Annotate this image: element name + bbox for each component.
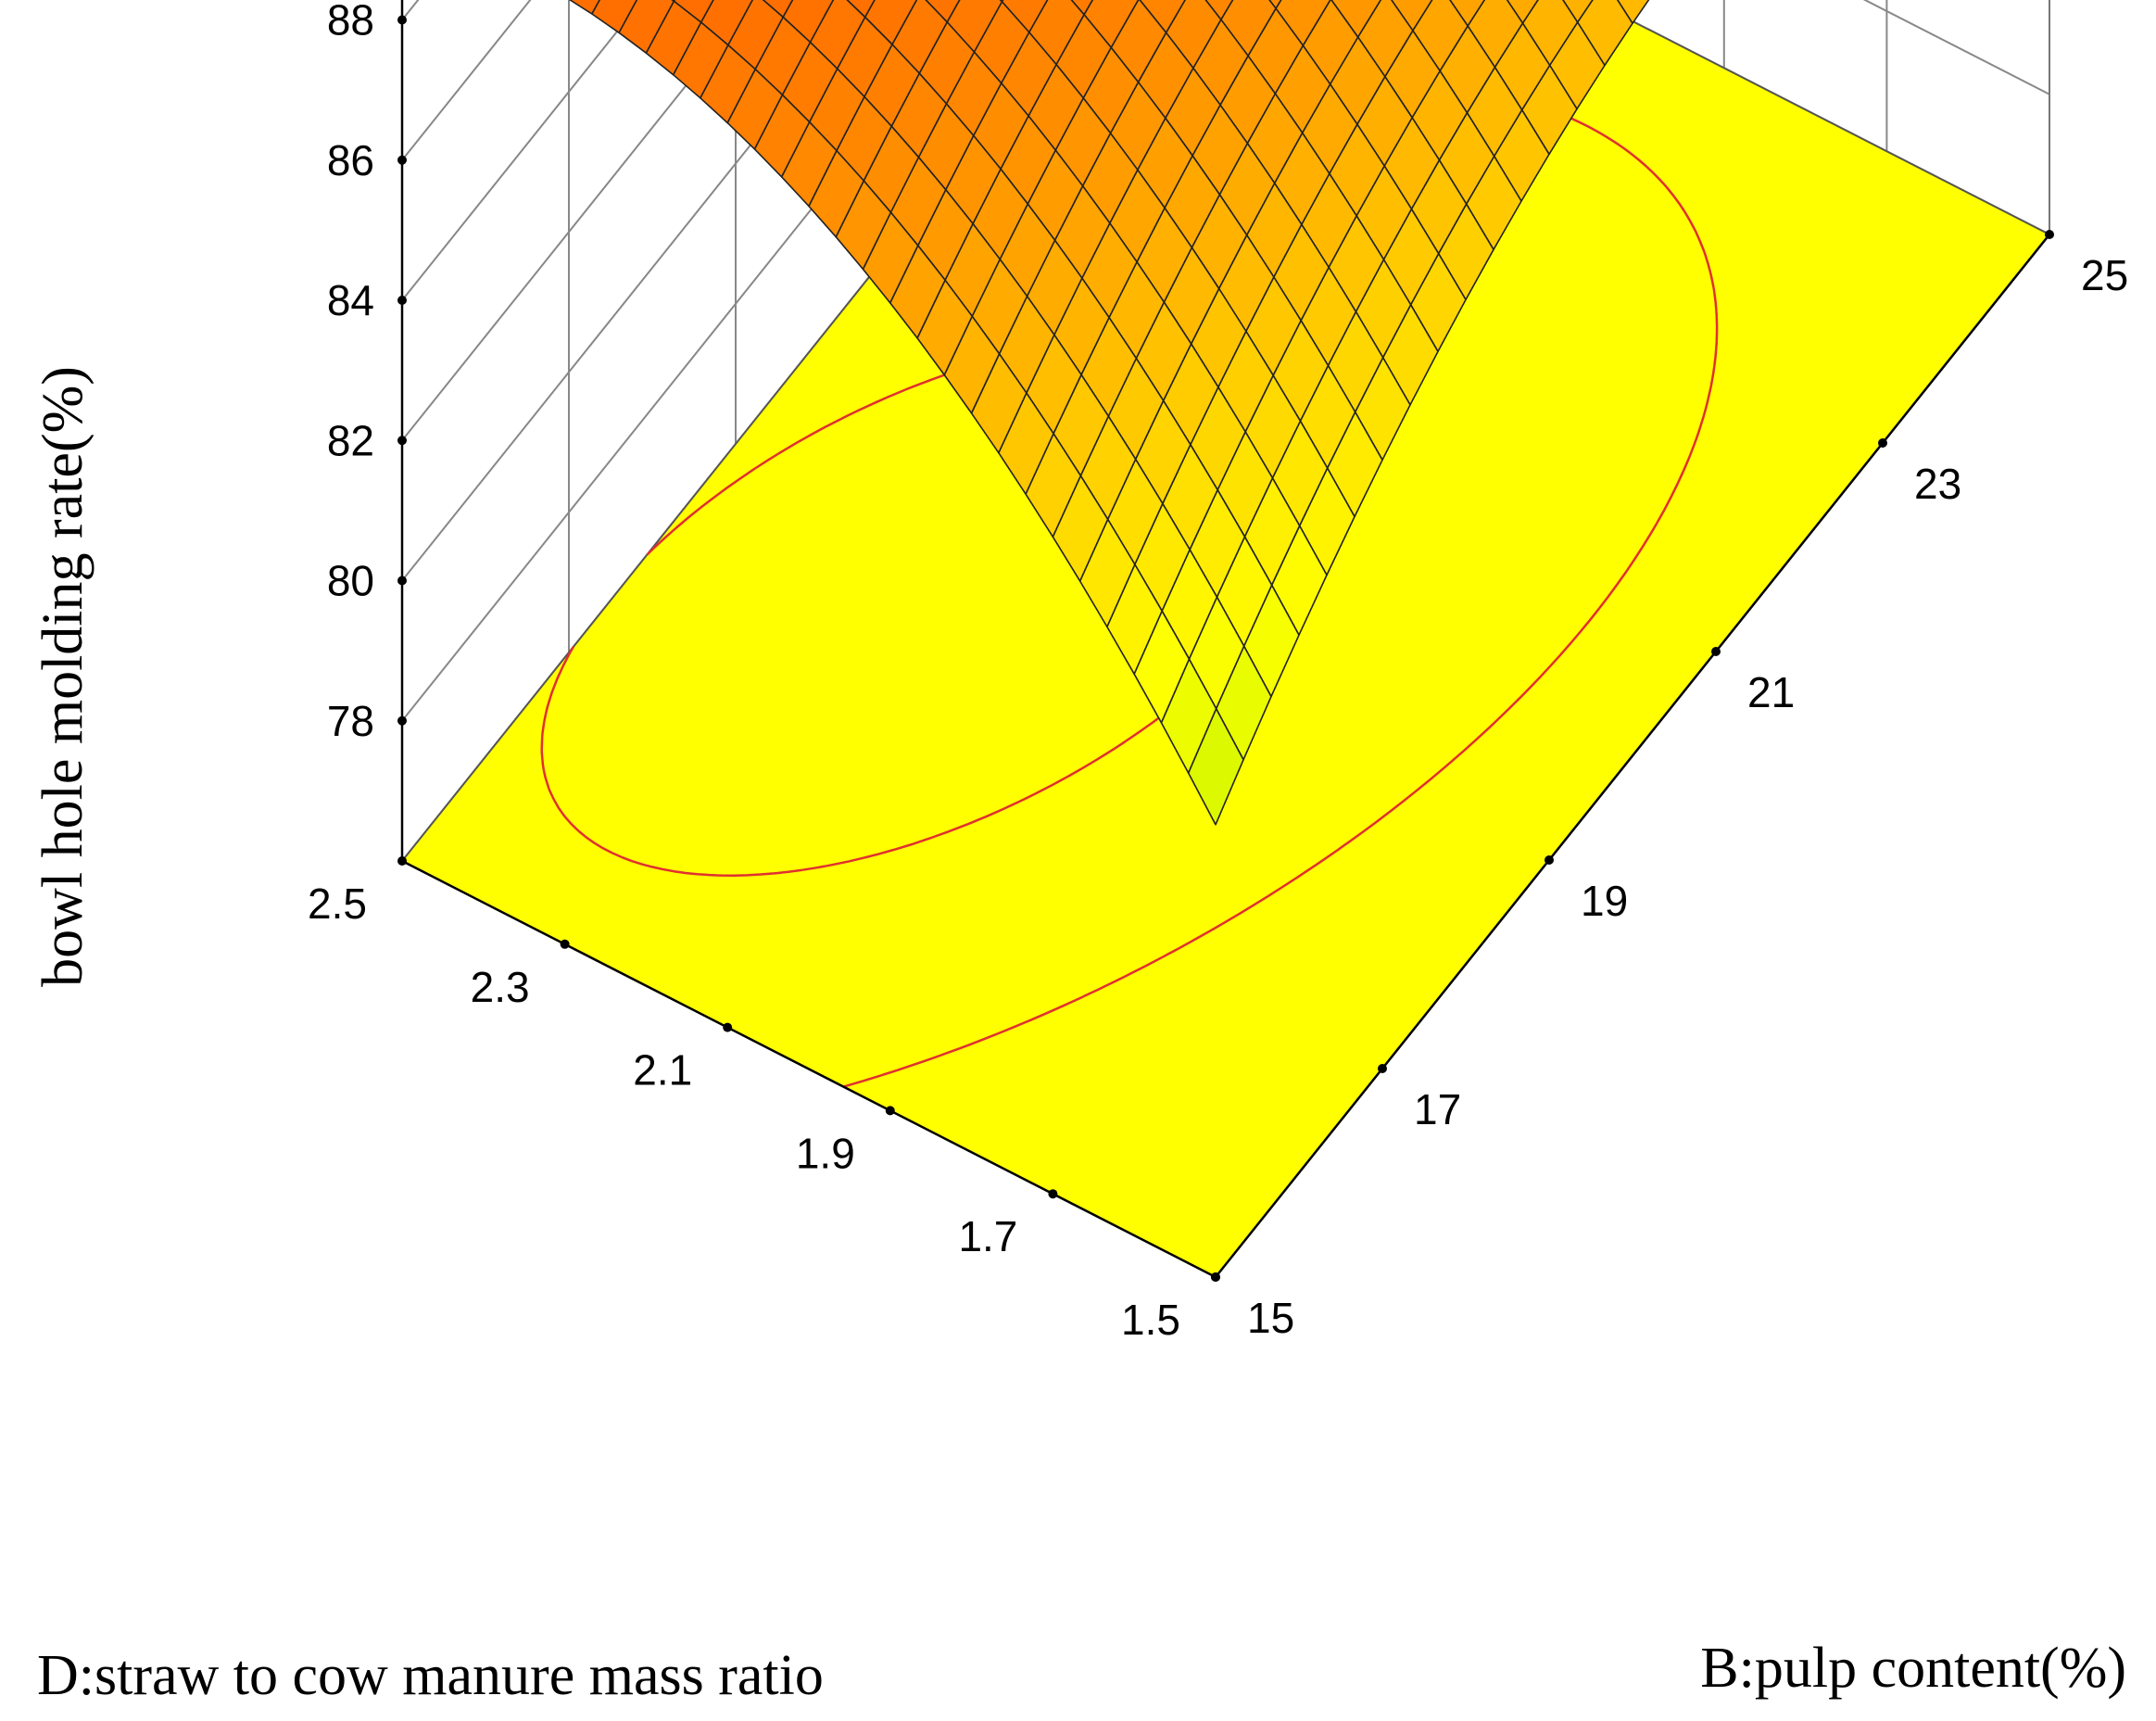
- x-tick-label: 23: [1914, 460, 1961, 508]
- surface-cell: [1562, 0, 1594, 23]
- y-tick-label: 1.5: [1121, 1296, 1180, 1344]
- y-tick-label: 2.1: [633, 1046, 692, 1095]
- x-tick-label: 17: [1414, 1085, 1461, 1133]
- surface-cell: [1616, 0, 1650, 25]
- z-tick-label: 78: [327, 697, 374, 745]
- x-tick-label: 19: [1581, 877, 1628, 925]
- z-tick-label: 84: [327, 276, 374, 324]
- y-tick-label: 1.7: [958, 1212, 1017, 1260]
- z-tick-mark: [397, 155, 407, 165]
- y-tick-mark: [885, 1106, 895, 1116]
- x-tick-label: 25: [2081, 251, 2128, 299]
- surface-cell: [1506, 0, 1539, 24]
- surface-cell: [1449, 0, 1486, 27]
- x-tick-mark: [1545, 855, 1554, 865]
- surface-cell: [1204, 0, 1234, 21]
- x-tick-mark: [1378, 1064, 1387, 1073]
- wall-grid-line: [401, 0, 756, 441]
- surface-cell: [1187, 707, 1244, 826]
- z-tick-mark: [397, 296, 407, 305]
- y-tick-mark: [1211, 1272, 1220, 1282]
- floor-contours: [540, 76, 1719, 1088]
- surface-cell: [1070, 0, 1094, 16]
- response-surface: [568, 0, 1650, 826]
- x-tick-label: 21: [1747, 668, 1795, 716]
- x-tick-label: 15: [1247, 1294, 1294, 1342]
- surface-cell: [1268, 0, 1282, 9]
- x-axis-line: [1215, 234, 2050, 1278]
- y-tick-label: 1.9: [796, 1129, 855, 1177]
- axes: 78808284868890921517192123251.51.71.92.1…: [308, 0, 2128, 1344]
- surface-cell: [568, 0, 601, 15]
- surface-cell: [846, 0, 876, 19]
- y-axis-title: D:straw to cow manure mass ratio: [37, 1644, 824, 1707]
- y-tick-mark: [723, 1022, 733, 1032]
- z-axis-title: bowl hole molding rate(%): [32, 366, 95, 987]
- y-tick-mark: [560, 939, 570, 949]
- x-tick-mark: [1711, 647, 1721, 656]
- wall-grid-line: [401, 0, 644, 301]
- x-tick-mark: [1878, 438, 1887, 448]
- surface-cell: [591, 0, 638, 34]
- z-tick-mark: [397, 576, 407, 586]
- wall-grid-line: [1862, 0, 2050, 95]
- y-tick-mark: [1048, 1189, 1058, 1199]
- z-tick-label: 82: [327, 416, 374, 464]
- y-tick-label: 2.5: [308, 879, 367, 928]
- z-tick-label: 86: [327, 136, 374, 184]
- y-tick-label: 2.3: [471, 963, 530, 1011]
- y-axis-line: [401, 859, 1217, 1279]
- x-tick-mark: [2045, 230, 2054, 239]
- x-axis-title: B:pulp content(%): [1700, 1637, 2126, 1700]
- z-tick-mark: [397, 436, 407, 446]
- z-tick-label: 88: [327, 0, 374, 44]
- z-tick-mark: [397, 15, 407, 25]
- y-tick-mark: [397, 856, 407, 866]
- z-tick-mark: [397, 715, 407, 726]
- z-tick-label: 80: [327, 557, 374, 605]
